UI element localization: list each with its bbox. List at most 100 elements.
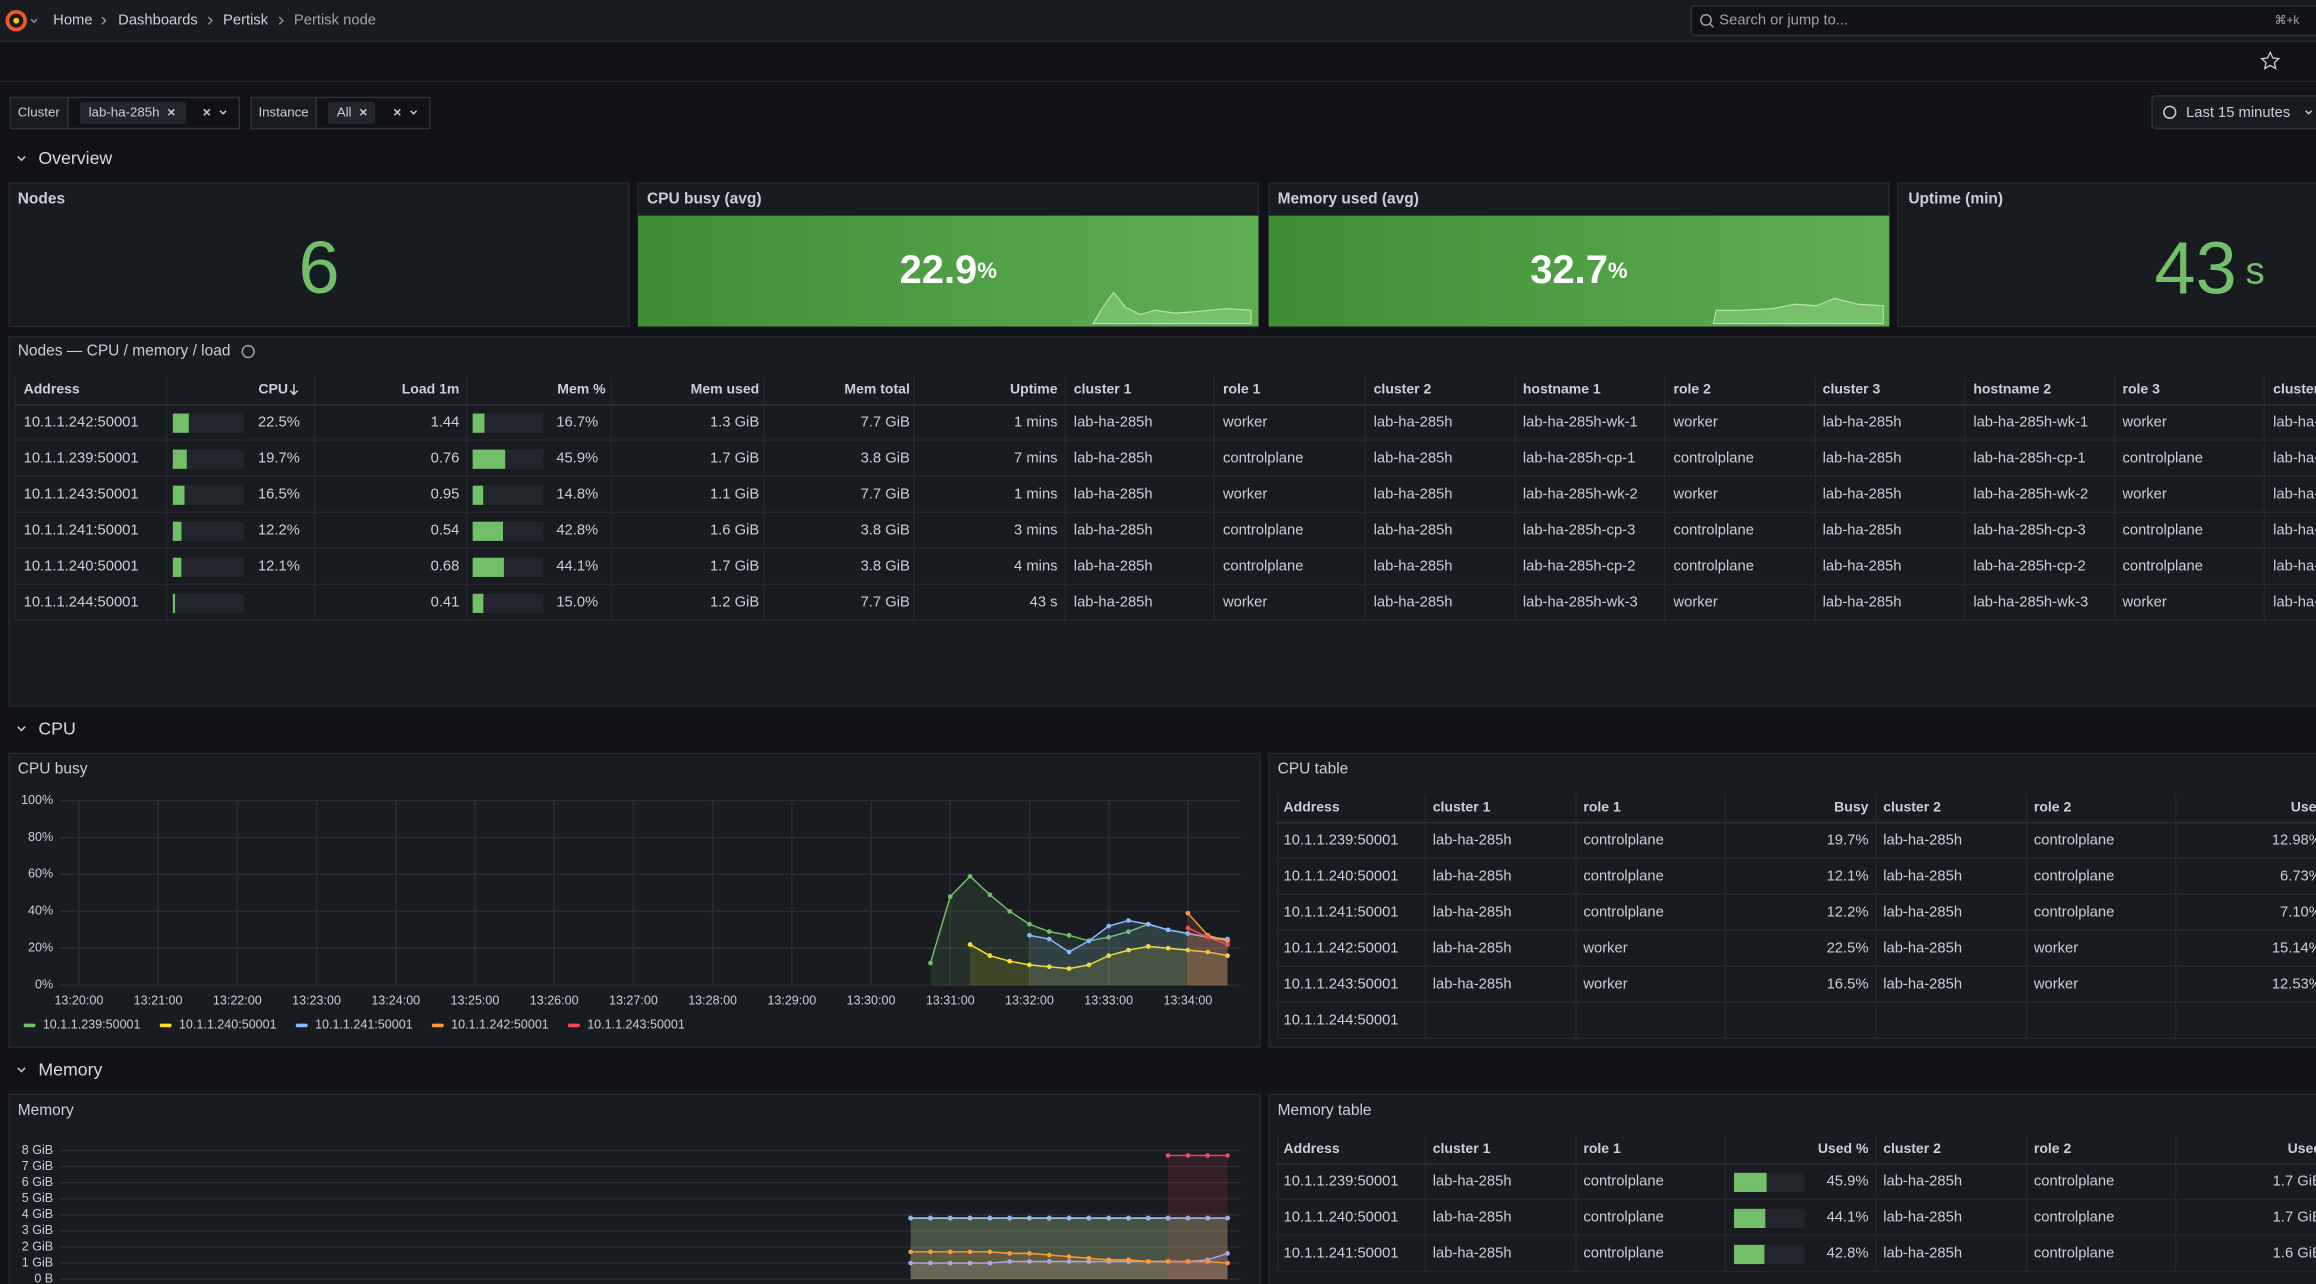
series-point	[1165, 1153, 1171, 1158]
table-cell: 10.1.1.240:50001	[24, 559, 139, 575]
stat-value: 43 s	[2155, 226, 2265, 309]
x-tick-label: 13:21:00	[134, 994, 183, 1008]
chart: 0 B 1 GiB 2 GiB 3 GiB 4 GiB 5 GiB 6 GiB 7 GiB 8 …	[22, 1143, 1241, 1284]
info-icon[interactable]	[241, 344, 255, 359]
table-cell: worker	[1222, 414, 1267, 430]
series-point	[1145, 1215, 1151, 1221]
column-header: hostname 2	[1973, 381, 2051, 397]
series-area	[1029, 920, 1228, 986]
star-button[interactable]	[2260, 50, 2281, 70]
x-tick-label: 13:33:00	[1084, 994, 1133, 1008]
x-tick-label: 13:29:00	[767, 994, 816, 1008]
series-point	[947, 1249, 953, 1255]
series-point	[1126, 1257, 1131, 1263]
table-cell: worker	[2122, 595, 2167, 611]
column-header: role 1	[1583, 1140, 1621, 1156]
legend-swatch	[23, 1023, 36, 1028]
table: Address CPU Load 1m Mem % Mem used Mem total U…	[14, 376, 2316, 622]
table-cell: 16.7%	[556, 414, 598, 430]
stat-panel	[8, 182, 630, 328]
y-tick-label: 100%	[21, 793, 53, 807]
section-title[interactable]: CPU	[38, 718, 75, 738]
column-header: Mem used	[691, 381, 760, 397]
series-point	[1145, 921, 1151, 927]
series-point	[967, 873, 973, 879]
table-cell: 10.1.1.244:50001	[1284, 1013, 1399, 1029]
search-shortcut: ⌘+k	[2275, 13, 2300, 27]
table-cell: lab-ha-285h	[1883, 977, 1962, 993]
table-cell: 1.44	[431, 414, 460, 430]
table: Address cluster 1 role 1 Used % cluster 2 rol…	[1276, 1135, 2316, 1273]
breadcrumb-sep	[207, 16, 213, 25]
search-box[interactable]	[1690, 5, 2316, 37]
column-header: cluster 1	[1433, 799, 1491, 815]
x-tick-label: 13:32:00	[1005, 994, 1054, 1008]
series-point	[1106, 953, 1112, 959]
breadcrumb[interactable]: Home	[53, 13, 92, 29]
series-point	[1066, 949, 1072, 955]
table-cell: 1.7 GiB	[2273, 1210, 2316, 1226]
column-header: role 3	[2123, 381, 2161, 397]
table-cell: worker	[2033, 940, 2078, 956]
y-tick-label: 0%	[35, 978, 53, 992]
stat-number: 22.9	[900, 247, 978, 291]
breadcrumb[interactable]: Dashboards	[118, 13, 198, 29]
series-point	[1106, 934, 1112, 940]
gauge-fill	[472, 521, 503, 541]
table-cell: 10.1.1.240:50001	[1284, 1210, 1399, 1226]
section-chevron[interactable]	[17, 1067, 26, 1073]
series-point	[1145, 944, 1151, 949]
table-cell: 16.5%	[258, 486, 300, 502]
table-cell: 15.0%	[556, 595, 598, 611]
variable-controls[interactable]	[359, 108, 418, 116]
table-cell: 12.1%	[1827, 868, 1869, 884]
variable-controls[interactable]	[167, 108, 227, 116]
gauge-track	[472, 413, 544, 433]
section-title[interactable]: Overview	[38, 148, 112, 168]
table-cell: 3.8 GiB	[861, 450, 910, 466]
table-cell: 1.6 GiB	[2273, 1246, 2316, 1262]
series-point	[1027, 962, 1032, 968]
table-cell: lab-ha-285h-wk-3	[1523, 595, 1638, 611]
table-cell: 45.9%	[1827, 1174, 1869, 1190]
section-chevron[interactable]	[17, 726, 26, 732]
table-cell: lab-ha-285h-wk-2	[1973, 486, 2088, 502]
series-point	[1046, 1259, 1052, 1264]
series-point	[1165, 1215, 1171, 1221]
series-point	[987, 892, 993, 898]
table-cell: 3 mins	[1014, 522, 1058, 538]
logo[interactable]	[5, 9, 27, 32]
table-cell: worker	[1222, 595, 1267, 611]
series-point	[967, 1215, 973, 1221]
table-cell: 10.1.1.241:50001	[1284, 904, 1399, 920]
table-cell: lab-ha-285h	[1374, 595, 1453, 611]
series-point	[1225, 1251, 1230, 1256]
sparkline	[1712, 297, 1884, 325]
variable-label: Cluster	[18, 105, 61, 120]
table-cell: lab-ha-285h	[1074, 450, 1153, 466]
series-point	[1225, 1153, 1230, 1158]
gauge-fill	[1734, 1208, 1766, 1229]
table-cell: controlplane	[1223, 450, 1303, 466]
breadcrumb[interactable]: Pertisk	[223, 13, 269, 29]
series-point	[1205, 934, 1211, 940]
column-header: cluster 1	[1074, 381, 1132, 397]
table-cell: 0.54	[431, 522, 460, 538]
stat-panel	[1897, 182, 2316, 328]
table-cell: lab-ha-285h	[1374, 450, 1453, 466]
table-cell: lab-ha-285h	[1823, 414, 1902, 430]
table-cell: 10.1.1.242:50001	[1284, 940, 1399, 956]
section-title[interactable]: Memory	[38, 1060, 102, 1080]
series-point	[1106, 1257, 1112, 1263]
logo-caret	[30, 18, 38, 24]
table-cell: 0.41	[431, 595, 460, 611]
table-cell: controlplane	[2034, 832, 2114, 848]
series-area	[910, 1253, 1228, 1280]
time-picker[interactable]	[2151, 95, 2316, 130]
section-chevron[interactable]	[17, 156, 26, 162]
table-cell: 10.1.1.239:50001	[1284, 1174, 1399, 1190]
table-cell: lab-ha-285h	[2273, 486, 2316, 502]
series-point	[947, 1260, 953, 1266]
